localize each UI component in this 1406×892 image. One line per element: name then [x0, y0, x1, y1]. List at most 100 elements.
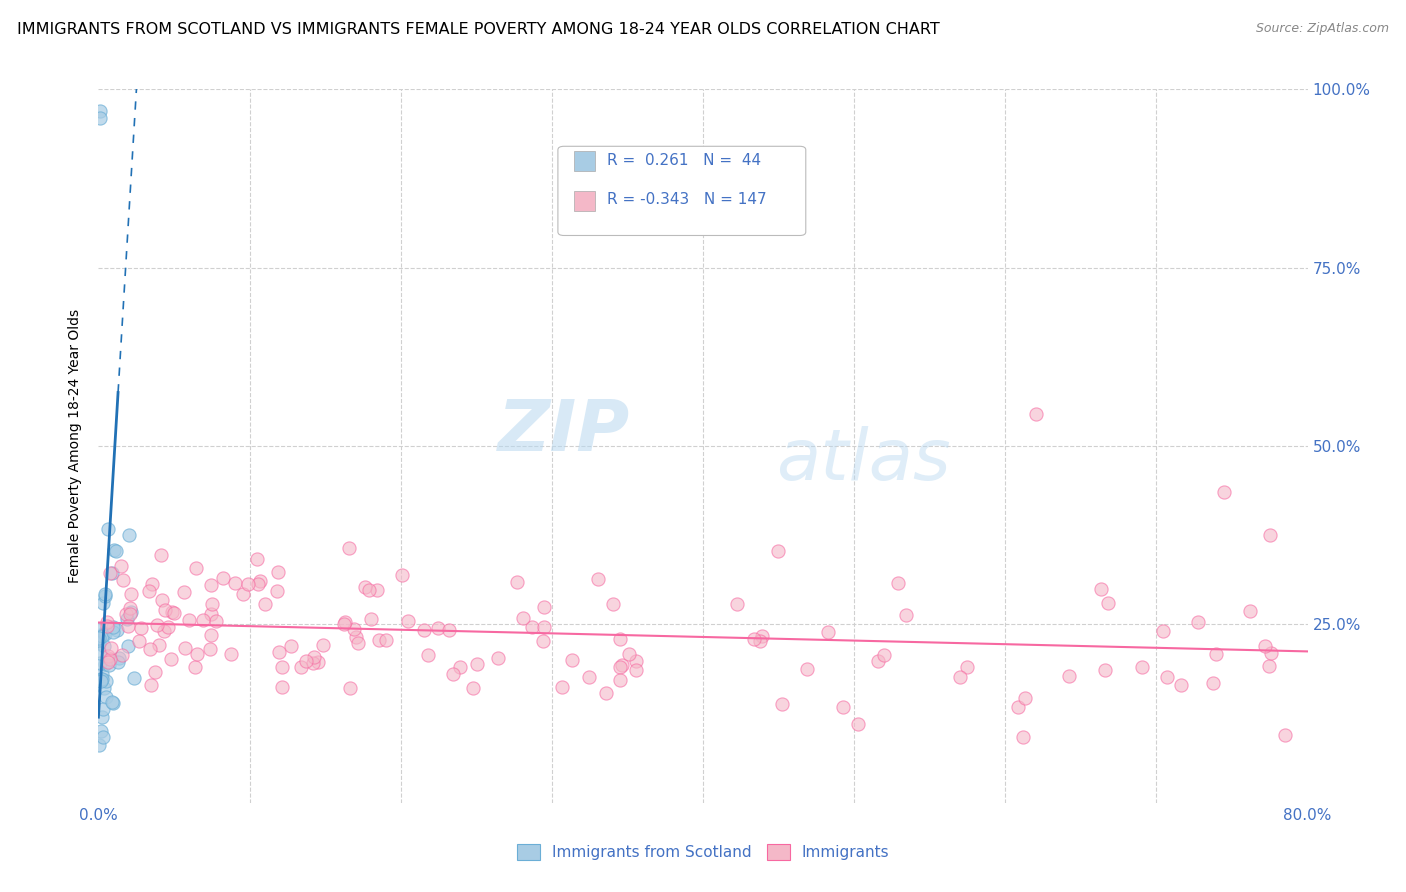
Point [200, 578, 222, 592]
Point [1007, 700, 1029, 714]
Point [117, 612, 139, 626]
Point [112, 573, 135, 587]
Point [200, 628, 222, 642]
Point [1170, 678, 1192, 692]
Point [725, 597, 748, 611]
Point [139, 678, 162, 692]
Point [93, 625, 115, 640]
Point [1090, 582, 1112, 596]
Point [98, 652, 121, 666]
Point [1130, 660, 1153, 674]
Point [396, 614, 419, 628]
Point [427, 621, 450, 635]
Point [138, 641, 160, 656]
Point [150, 593, 173, 607]
Point [128, 633, 150, 648]
Point [332, 616, 354, 631]
Point [626, 663, 648, 677]
Point [1274, 728, 1296, 742]
Point [107, 651, 129, 665]
Point [91, 672, 114, 686]
Point [339, 681, 361, 695]
Point [100, 566, 122, 580]
Point [846, 717, 869, 731]
Point [120, 605, 142, 619]
Point [232, 587, 254, 601]
Text: R =  0.261   N =  44: R = 0.261 N = 44 [607, 153, 762, 168]
Point [267, 565, 290, 579]
Point [609, 673, 631, 688]
Text: R = -0.343   N = 147: R = -0.343 N = 147 [607, 193, 768, 207]
Point [205, 614, 228, 628]
Point [1202, 676, 1225, 690]
Point [96, 618, 118, 632]
Point [96, 615, 118, 630]
Point [796, 662, 818, 676]
Point [887, 576, 910, 591]
Point [624, 654, 647, 668]
Point [375, 632, 398, 647]
Point [160, 606, 183, 620]
Point [89, 623, 111, 637]
Point [174, 640, 197, 655]
Point [561, 652, 583, 666]
Point [343, 622, 366, 636]
Point [270, 660, 292, 674]
Point [94, 589, 117, 603]
Point [366, 583, 388, 598]
Point [461, 681, 484, 695]
Point [1014, 691, 1036, 706]
Point [1187, 615, 1209, 630]
Point [224, 576, 246, 591]
FancyBboxPatch shape [558, 146, 806, 235]
Point [956, 659, 979, 673]
Point [153, 624, 176, 639]
Point [588, 572, 610, 586]
Point [98, 658, 121, 673]
Text: ZIP: ZIP [498, 397, 630, 467]
Point [111, 648, 134, 662]
Point [163, 606, 186, 620]
Point [89, 739, 111, 753]
Point [91, 710, 114, 724]
Point [367, 632, 389, 647]
Point [150, 548, 173, 562]
Point [949, 670, 972, 684]
Point [894, 608, 917, 623]
Point [103, 620, 125, 634]
Point [91, 731, 114, 745]
Point [1012, 730, 1035, 744]
Point [100, 695, 122, 709]
FancyBboxPatch shape [574, 191, 595, 211]
Point [1213, 485, 1236, 500]
Point [103, 625, 125, 640]
Point [868, 654, 890, 668]
Point [97, 522, 120, 536]
Point [148, 638, 170, 652]
Point [105, 624, 128, 638]
Point [768, 543, 790, 558]
Point [89, 111, 111, 125]
Point [551, 680, 574, 694]
Point [609, 632, 631, 647]
Point [94, 627, 117, 641]
Point [201, 597, 224, 611]
Point [609, 660, 631, 674]
Point [505, 575, 527, 590]
Y-axis label: Female Poverty Among 18-24 Year Olds: Female Poverty Among 18-24 Year Olds [69, 309, 83, 583]
Point [173, 585, 195, 599]
Point [254, 598, 277, 612]
Point [236, 577, 259, 591]
Point [354, 580, 377, 594]
Point [360, 612, 382, 626]
Point [266, 583, 288, 598]
Point [198, 641, 221, 656]
Point [94, 690, 117, 705]
Point [93, 657, 115, 671]
Point [817, 624, 839, 639]
Point [118, 527, 141, 541]
Point [602, 597, 624, 611]
Point [89, 646, 111, 660]
Point [184, 561, 207, 575]
Point [87, 632, 110, 646]
